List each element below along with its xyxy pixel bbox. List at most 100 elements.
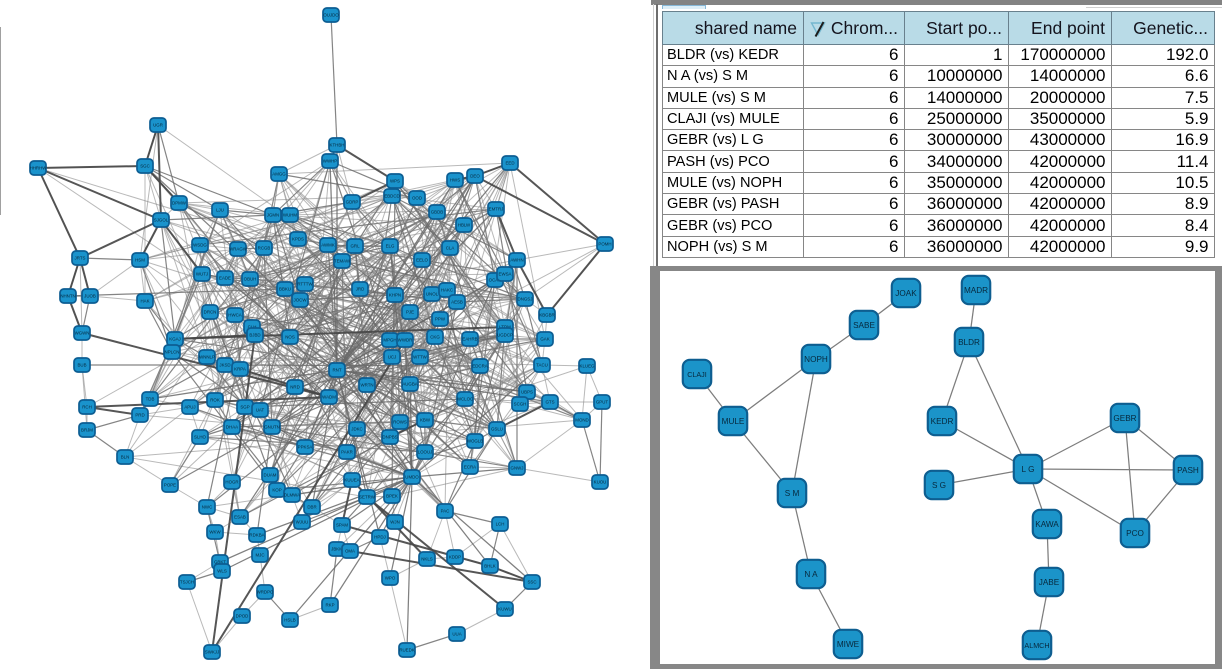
- svg-text:HWCA: HWCA: [228, 313, 241, 318]
- svg-text:PCO: PCO: [1126, 529, 1144, 538]
- svg-text:UGDCP: UGDCP: [497, 333, 513, 338]
- svg-text:SCGH: SCGH: [514, 402, 527, 407]
- svg-text:RNT: RNT: [332, 368, 341, 373]
- svg-text:SGC: SGC: [140, 164, 150, 169]
- svg-text:BRJM: BRJM: [81, 428, 93, 433]
- svg-text:TDB: TDB: [146, 397, 155, 402]
- svg-text:HAK: HAK: [140, 299, 149, 304]
- svg-text:WLS: WLS: [217, 569, 227, 574]
- svg-text:POPE: POPE: [164, 483, 176, 488]
- svg-text:AWHN: AWHN: [510, 258, 523, 263]
- svg-text:KRPA: KRPA: [234, 367, 246, 372]
- svg-text:ESAB: ESAB: [234, 515, 246, 520]
- svg-text:LJU: LJU: [216, 208, 224, 213]
- svg-text:GPUT: GPUT: [596, 400, 609, 405]
- svg-text:LTDM: LTDM: [499, 325, 511, 330]
- svg-text:TEMAW: TEMAW: [334, 259, 351, 264]
- svg-text:WADM: WADM: [322, 395, 336, 400]
- svg-text:EAHRB: EAHRB: [462, 337, 477, 342]
- svg-text:AESB: AESB: [451, 300, 463, 305]
- svg-text:CLAJI: CLAJI: [687, 370, 707, 379]
- svg-text:EED: EED: [505, 161, 514, 166]
- svg-text:EMTRJ: EMTRJ: [489, 207, 504, 212]
- svg-text:WWDR: WWDR: [398, 338, 413, 343]
- svg-text:WRAGW: WRAGW: [229, 247, 248, 252]
- svg-text:HBLW: HBLW: [458, 223, 471, 228]
- svg-text:PPKSA: PPKSA: [298, 445, 313, 450]
- svg-text:BUB: BUB: [77, 363, 86, 368]
- svg-text:GAK: GAK: [540, 337, 549, 342]
- svg-text:BPEK: BPEK: [386, 494, 398, 499]
- svg-text:KGAJ: KGAJ: [169, 337, 180, 342]
- svg-text:CLH: CLH: [248, 325, 257, 330]
- svg-text:JUOB: JUOB: [84, 294, 96, 299]
- svg-text:WUTJ: WUTJ: [196, 272, 208, 277]
- svg-text:HSM: HSM: [135, 258, 145, 263]
- svg-text:GRL: GRL: [350, 244, 360, 249]
- svg-text:HHRHW: HHRHW: [30, 166, 48, 171]
- svg-text:GNWJ: GNWJ: [511, 466, 524, 471]
- svg-text:GBKT: GBKT: [214, 560, 226, 565]
- svg-text:UAT: UAT: [256, 408, 265, 413]
- svg-text:JRD: JRD: [356, 287, 365, 292]
- svg-text:NPLCN: NPLCN: [165, 350, 180, 355]
- svg-text:CLA: CLA: [446, 246, 455, 251]
- svg-text:HPDJ: HPDJ: [374, 535, 385, 540]
- svg-text:ECRA: ECRA: [464, 465, 476, 470]
- svg-text:KHPN: KHPN: [389, 293, 401, 298]
- svg-text:AUGBA: AUGBA: [402, 382, 417, 387]
- svg-text:DBR: DBR: [307, 505, 316, 510]
- svg-text:GNUTN: GNUTN: [264, 425, 280, 430]
- svg-text:NWC: NWC: [202, 505, 213, 510]
- svg-text:OMA: OMA: [345, 549, 355, 554]
- svg-text:PRD: PRD: [135, 413, 144, 418]
- svg-text:WCLOC: WCLOC: [457, 397, 473, 402]
- svg-text:UBPS: UBPS: [521, 390, 533, 395]
- svg-text:SJGOL: SJGOL: [154, 218, 169, 223]
- svg-text:NHNTN: NHNTN: [60, 294, 75, 299]
- svg-text:OBUH: OBUH: [244, 277, 257, 282]
- svg-text:APUJ: APUJ: [184, 405, 195, 410]
- svg-text:OCAH: OCAH: [489, 278, 502, 283]
- svg-text:NOPH: NOPH: [804, 355, 828, 364]
- svg-text:TACU: TACU: [536, 363, 548, 368]
- svg-text:GTS: GTS: [545, 400, 554, 405]
- svg-text:KTHBH: KTHBH: [330, 143, 345, 148]
- svg-text:DUAM: DUAM: [264, 473, 277, 478]
- svg-text:OUJDO: OUJDO: [323, 13, 339, 18]
- svg-text:NRD: NRD: [290, 385, 300, 390]
- svg-text:BHLK: BHLK: [484, 564, 496, 569]
- svg-text:UGR: UGR: [153, 123, 163, 128]
- svg-text:UMDO: UMDO: [405, 475, 419, 480]
- svg-text:LCH: LCH: [496, 522, 505, 527]
- svg-text:KDDP: KDDP: [449, 555, 461, 560]
- svg-text:OOD: OOD: [412, 196, 422, 201]
- svg-text:ELG: ELG: [386, 244, 395, 249]
- svg-text:SGP: SGP: [240, 405, 249, 410]
- svg-text:WUHM: WUHM: [283, 213, 297, 218]
- svg-text:WGWN: WGWN: [75, 331, 90, 336]
- svg-text:EDCRA: EDCRA: [472, 364, 487, 369]
- svg-text:BJBD: BJBD: [249, 333, 260, 338]
- svg-text:N A: N A: [804, 570, 818, 579]
- svg-text:PAC: PAC: [441, 509, 450, 514]
- svg-text:MJC: MJC: [255, 553, 264, 558]
- svg-text:POMH: POMH: [598, 242, 611, 247]
- svg-text:JOCW: JOCW: [294, 298, 308, 303]
- svg-text:EADE: EADE: [219, 276, 231, 281]
- svg-text:UCJ: UCJ: [388, 355, 397, 360]
- svg-text:GBDB: GBDB: [431, 210, 444, 215]
- svg-text:RCH: RCH: [82, 405, 92, 410]
- svg-text:UUA: UUA: [452, 632, 461, 637]
- svg-text:AMGG: AMGG: [272, 172, 286, 177]
- svg-text:DNPBS: DNPBS: [382, 435, 397, 440]
- svg-text:DRCN: DRCN: [204, 310, 217, 315]
- svg-text:SLHO: SLHO: [194, 435, 207, 440]
- svg-text:DNGSJ: DNGSJ: [518, 297, 533, 302]
- svg-text:DLMWA: DLMWA: [284, 493, 300, 498]
- svg-text:WPO: WPO: [385, 576, 396, 581]
- svg-text:SETRW: SETRW: [359, 495, 376, 500]
- svg-text:MPGH: MPGH: [383, 338, 396, 343]
- svg-text:NKLS: NKLS: [421, 557, 433, 562]
- svg-text:KUWU: KUWU: [498, 607, 511, 612]
